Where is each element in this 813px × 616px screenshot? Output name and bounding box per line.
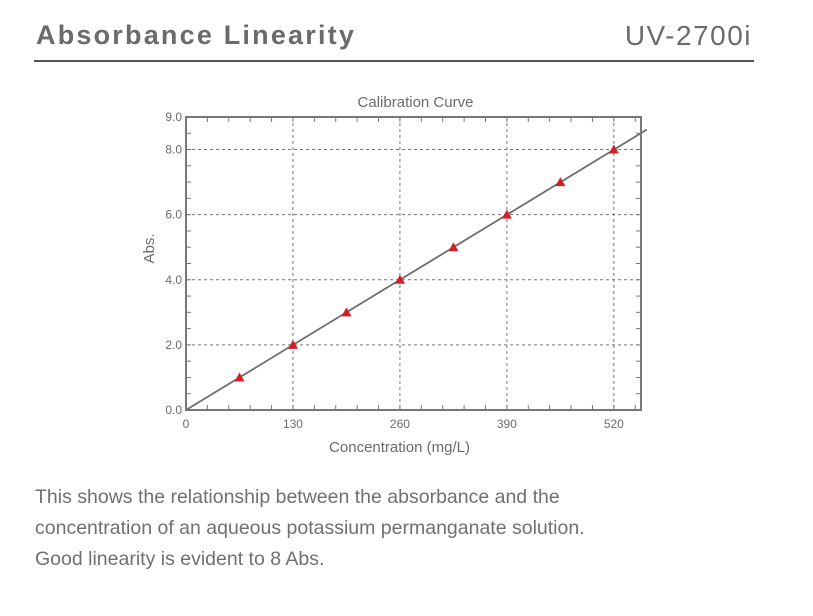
y-axis-label: Abs.	[141, 233, 158, 263]
description-line: This shows the relationship between the …	[35, 486, 560, 508]
data-point-marker	[501, 209, 512, 219]
x-tick-label: 520	[604, 417, 624, 431]
x-tick-label: 390	[497, 417, 517, 431]
calibration-chart: Calibration Curve 0 130 260 390 520 0.0 2.0 4.0 6…	[120, 85, 660, 465]
y-tick-label: 4.0	[165, 273, 182, 287]
description-line: Good linearity is evident to 8 Abs.	[35, 548, 325, 570]
data-point-marker	[448, 242, 459, 252]
page-title: Absorbance Linearity	[36, 20, 357, 50]
data-point-marker	[287, 339, 298, 349]
description-line: concentration of an aqueous potassium pe…	[35, 517, 585, 539]
y-tick-label: 8.0	[165, 143, 182, 157]
chart-svg: Calibration Curve 0 130 260 390 520 0.0 2.0 4.0 6…	[141, 94, 648, 456]
plot-frame	[185, 116, 642, 411]
x-tick-label: 260	[390, 417, 410, 431]
x-tick-label: 0	[183, 417, 190, 431]
data-point-marker	[394, 274, 405, 284]
page-header: Absorbance Linearity UV-2700i	[34, 18, 754, 62]
y-tick-label: 9.0	[165, 110, 182, 124]
data-point-marker	[234, 372, 245, 382]
y-tick-label: 6.0	[165, 208, 182, 222]
description: This shows the relationship between the …	[35, 482, 755, 575]
x-axis-label: Concentration (mg/L)	[329, 439, 470, 456]
data-point-marker	[341, 307, 352, 317]
fit-line	[185, 128, 648, 411]
x-tick-label: 130	[283, 417, 303, 431]
y-tick-label: 2.0	[165, 338, 182, 352]
data-point-marker	[608, 144, 619, 154]
data-point-marker	[555, 177, 566, 187]
header-divider	[34, 60, 754, 62]
y-tick-label: 0.0	[165, 403, 182, 417]
model-name: UV-2700i	[624, 20, 752, 51]
chart-title: Calibration Curve	[358, 94, 474, 111]
